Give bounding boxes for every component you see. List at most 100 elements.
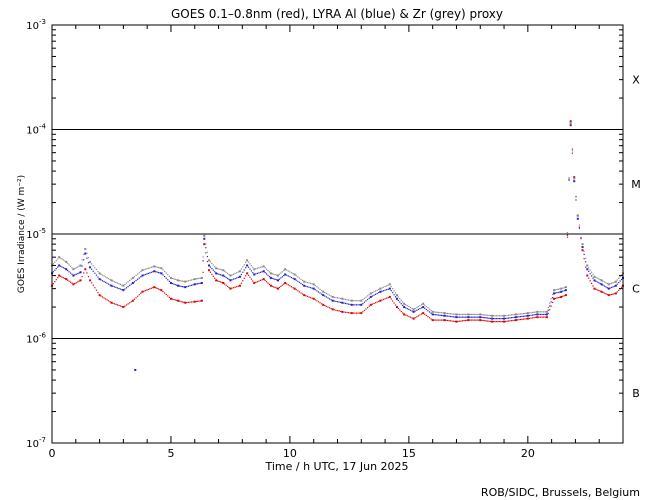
y-axis-label: GOES Irradiance / (W m⁻²): [17, 175, 27, 293]
trace-dot: [392, 300, 394, 302]
data-point: [72, 274, 75, 277]
data-point: [576, 214, 579, 217]
trace-dot: [216, 268, 219, 270]
data-point: [65, 260, 68, 263]
trace-dot: [216, 273, 219, 275]
trace-dot: [302, 279, 304, 282]
trace-dot: [551, 301, 554, 304]
trace-dot: [562, 287, 564, 289]
trace-dot: [530, 317, 532, 319]
data-point: [586, 268, 589, 271]
trace-dot: [138, 272, 140, 274]
trace-dot: [168, 296, 170, 298]
trace-dot: [343, 311, 345, 313]
trace-dot: [596, 277, 598, 279]
data-point: [184, 301, 187, 304]
trace-dot: [478, 316, 480, 318]
trace-dot: [176, 279, 178, 281]
data-point: [600, 283, 603, 286]
trace-dot: [236, 277, 238, 279]
trace-dot: [54, 281, 56, 283]
data-point: [467, 319, 470, 322]
trace-dot: [488, 317, 490, 319]
data-point: [160, 272, 163, 275]
trace-dot: [563, 295, 565, 297]
data-point: [455, 320, 458, 323]
trace-dot: [589, 269, 591, 271]
trace-dot: [473, 319, 475, 321]
trace-dot: [61, 266, 63, 268]
trace-dot: [400, 299, 402, 301]
data-point: [350, 299, 353, 302]
data-point: [545, 316, 548, 319]
trace-dot: [603, 285, 606, 287]
trace-dot: [408, 308, 410, 311]
trace-dot: [202, 271, 204, 274]
trace-dot: [616, 279, 618, 281]
data-point: [277, 287, 280, 290]
data-point: [526, 317, 529, 320]
trace-dot: [485, 314, 487, 316]
trace-dot: [205, 243, 207, 245]
trace-dot: [283, 283, 285, 285]
trace-dot: [393, 290, 395, 292]
trace-dot: [547, 309, 549, 311]
trace-dot: [533, 311, 535, 313]
data-point: [607, 287, 610, 290]
trace-dot: [346, 311, 348, 314]
data-point: [229, 287, 232, 290]
data-point: [203, 237, 206, 240]
trace-dot: [568, 178, 570, 180]
data-point: [369, 295, 372, 298]
trace-dot: [237, 271, 239, 273]
trace-dot: [225, 271, 227, 273]
trace-dot: [335, 309, 337, 311]
trace-dot: [405, 304, 407, 306]
trace-dot: [440, 314, 443, 317]
trace-dot: [64, 267, 66, 270]
data-point: [131, 299, 134, 302]
data-point: [253, 268, 256, 271]
trace-dot: [83, 259, 85, 261]
trace-dot: [81, 276, 83, 278]
data-point: [131, 281, 134, 284]
trace-dot: [494, 321, 496, 323]
trace-dot: [384, 289, 386, 291]
trace-dot: [289, 271, 291, 273]
trace-dot: [589, 273, 591, 275]
trace-dot: [440, 319, 443, 321]
trace-dot: [249, 276, 251, 278]
trace-dot: [355, 312, 358, 314]
trace-dot: [119, 305, 122, 307]
trace-dot: [67, 262, 69, 265]
trace-dot: [199, 282, 202, 284]
trace-dot: [209, 266, 212, 268]
trace-dot: [324, 295, 326, 297]
trace-dot: [297, 280, 299, 282]
data-point: [569, 124, 572, 127]
trace-dot: [435, 319, 437, 321]
trace-dot: [371, 292, 373, 294]
trace-dot: [612, 293, 614, 295]
trace-dot: [107, 300, 110, 302]
trace-dot: [280, 285, 282, 287]
trace-dot: [71, 282, 73, 284]
trace-dot: [316, 300, 318, 302]
trace-dot: [425, 314, 427, 317]
trace-dot: [119, 283, 122, 285]
trace-dot: [127, 303, 129, 305]
data-point: [403, 302, 406, 305]
trace-dot: [392, 288, 394, 290]
trace-dot: [340, 301, 342, 303]
trace-dot: [156, 287, 158, 289]
trace-dot: [100, 295, 102, 297]
data-point: [360, 299, 363, 302]
trace-dot: [487, 314, 489, 316]
trace-dot: [500, 318, 502, 320]
trace-dot: [442, 315, 444, 317]
trace-dot: [52, 283, 55, 285]
data-point: [573, 176, 576, 179]
trace-dot: [461, 320, 464, 322]
trace-dot: [137, 295, 139, 297]
trace-dot: [458, 316, 461, 318]
